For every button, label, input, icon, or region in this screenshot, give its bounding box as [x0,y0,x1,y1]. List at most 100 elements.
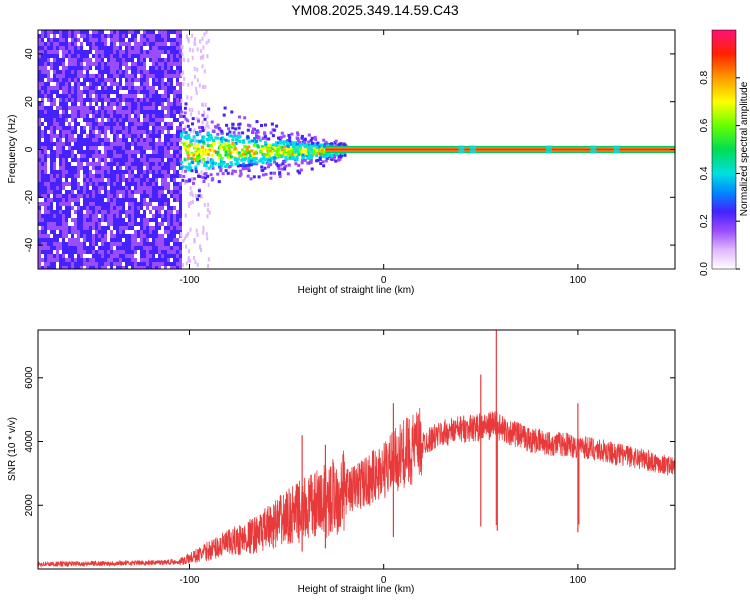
heatmap-cell [95,214,98,218]
heatmap-cell [71,194,74,198]
heatmap-cell [181,165,185,169]
heatmap-cell [113,250,116,254]
heatmap-cell [110,174,113,178]
heatmap-cell [50,30,53,34]
heatmap-cell [179,42,182,46]
heatmap-cell [201,113,205,117]
heatmap-cell [116,266,119,269]
heatmap-cell [158,194,161,198]
heatmap-cell [59,74,62,78]
heatmap-cell [204,85,207,89]
heatmap-cell [83,114,86,118]
heatmap-cell [92,150,95,154]
heatmap-cell [161,142,164,146]
heatmap-cell [158,126,161,130]
heatmap-cell [98,222,101,226]
heatmap-cell [65,262,68,266]
heatmap-cell [122,222,125,226]
heatmap-cell [59,230,62,234]
heatmap-cell [65,94,68,98]
heatmap-cell [104,62,107,66]
heatmap-cell [56,82,59,86]
heatmap-cell [155,94,158,98]
heatmap-cell [131,106,134,110]
heatmap-cell [53,34,56,38]
heatmap-cell [59,214,62,218]
heatmap-cell [104,70,107,74]
heatmap-cell [173,62,176,66]
heatmap-cell [71,34,74,38]
heatmap-cell [86,70,89,74]
heatmap-cell [140,230,143,234]
heatmap-cell [80,50,83,54]
heatmap-cell [188,128,192,132]
heatmap-cell [201,126,204,130]
heatmap-cell [176,30,179,34]
heatmap-cell [288,147,292,151]
heatmap-cell [62,70,65,74]
heatmap-cell [167,198,170,202]
heatmap-cell [38,266,41,269]
heatmap-cell [95,202,98,206]
heatmap-cell [62,170,65,174]
heatmap-cell [56,242,59,246]
heatmap-cell [155,66,158,70]
heatmap-cell [170,266,173,269]
heatmap-cell [189,186,192,191]
heatmap-cell [183,146,187,150]
heatmap-cell [122,258,125,262]
heatmap-cell [119,74,122,78]
heatmap-cell [164,266,167,269]
heatmap-cell [113,254,116,258]
heatmap-cell [192,157,196,161]
heatmap-cell [170,206,173,210]
heatmap-cell [309,153,313,157]
heatmap-cell [470,145,476,154]
heatmap-cell [44,106,47,110]
heatmap-cell [222,137,226,141]
heatmap-cell [71,238,74,242]
heatmap-cell [56,182,59,186]
heatmap-cell [86,154,89,158]
heatmap-cell [197,189,201,193]
heatmap-cell [119,250,122,254]
heatmap-cell [146,70,149,74]
heatmap-cell [56,126,59,130]
heatmap-cell [182,70,184,75]
heatmap-cell [116,138,119,142]
heatmap-cell [47,58,50,62]
heatmap-cell [110,86,113,90]
heatmap-cell [59,58,62,62]
heatmap-cell [149,54,152,58]
heatmap-cell [47,106,50,110]
heatmap-cell [77,54,80,58]
heatmap-cell [152,50,155,54]
heatmap-cell [176,174,179,178]
heatmap-cell [197,174,200,178]
heatmap-cell [300,143,304,147]
heatmap-cell [188,249,190,254]
heatmap-cell [176,194,179,198]
heatmap-cell [196,162,200,166]
heatmap-cell [53,130,56,134]
heatmap-cell [113,170,116,174]
heatmap-cell [80,114,83,118]
heatmap-cell [119,130,122,134]
heatmap-cell [155,58,158,62]
heatmap-cell [170,190,173,194]
heatmap-cell [86,230,89,234]
heatmap-cell [200,55,202,60]
heatmap-cell [186,37,189,42]
heatmap-cell [176,162,179,166]
heatmap-cell [62,198,65,202]
heatmap-cell [164,98,167,102]
heatmap-cell [204,126,207,131]
heatmap-cell [180,98,183,103]
heatmap-cell [62,82,65,86]
heatmap-cell [275,124,279,128]
heatmap-cell [107,170,110,174]
heatmap-cell [59,202,62,206]
heatmap-cell [119,206,122,210]
heatmap-cell [53,258,56,262]
heatmap-cell [131,210,134,214]
